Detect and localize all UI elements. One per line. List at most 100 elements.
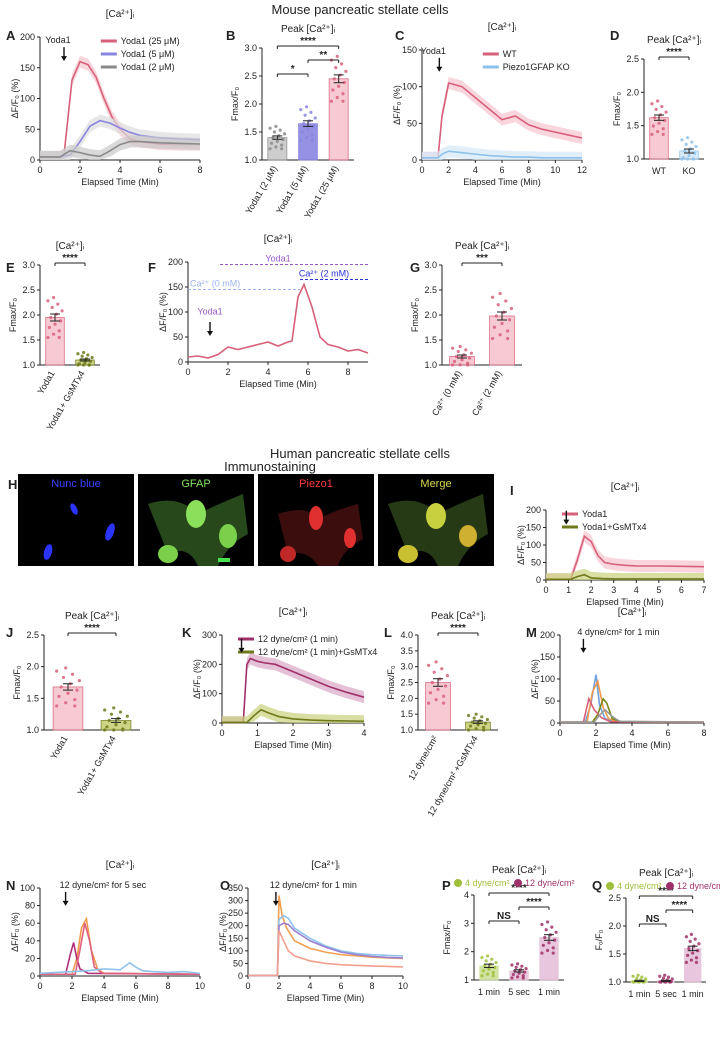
- series-band: [222, 703, 364, 723]
- y-tick-label: 2.5: [400, 678, 413, 688]
- panel-letter-a: A: [6, 28, 16, 43]
- data-point: [664, 110, 668, 114]
- data-point: [493, 965, 497, 970]
- chart-title: [Ca²⁺]ᵢ: [488, 22, 517, 33]
- data-point: [309, 110, 313, 114]
- data-point: [657, 121, 661, 125]
- y-tick-label: 1.0: [400, 725, 413, 735]
- y-tick-label: 0: [212, 718, 217, 728]
- y-tick-label: 150: [540, 652, 555, 662]
- x-tick-label: 2: [276, 981, 281, 991]
- y-tick-label: 2.0: [26, 662, 39, 672]
- data-point: [689, 932, 694, 937]
- y-tick-label: 40: [25, 936, 35, 946]
- chart-title: [Ca²⁺]ᵢ: [618, 607, 647, 618]
- data-point: [112, 706, 116, 710]
- data-point: [59, 685, 63, 689]
- y-axis-label: ΔF/F₀ (%): [516, 525, 526, 565]
- data-point: [440, 667, 444, 671]
- panel-letter-e: E: [6, 260, 15, 275]
- stimulus-arrowhead: [272, 900, 279, 906]
- data-point: [640, 975, 644, 979]
- legend-label: Piezo1GFAP KO: [503, 62, 570, 72]
- data-point: [81, 350, 86, 355]
- x-tick-label: 2: [77, 165, 82, 175]
- data-point: [56, 302, 60, 306]
- data-point: [688, 939, 692, 944]
- data-point: [442, 694, 446, 698]
- panel-letter-n: N: [6, 878, 15, 893]
- stimulus-label: 4 dyne/cm² for 1 min: [577, 627, 659, 637]
- data-point: [480, 715, 484, 719]
- y-tick-label: 150: [20, 63, 35, 73]
- category-label: 1 min: [538, 987, 560, 997]
- y-tick-label: 3.0: [400, 662, 413, 672]
- chart-title: [Ca²⁺]ᵢ: [56, 241, 85, 252]
- data-point: [103, 728, 107, 732]
- data-point: [70, 672, 75, 676]
- data-point: [312, 124, 316, 128]
- data-point: [299, 108, 303, 112]
- series-band: [222, 652, 364, 723]
- panel-letter-k: K: [182, 625, 192, 640]
- y-axis-label: ΔF/F₀ (%): [10, 79, 20, 119]
- micrograph-piezo1: Piezo1: [258, 474, 374, 566]
- y-tick-label: 100: [20, 883, 35, 893]
- category-label: KO: [682, 166, 695, 176]
- y-axis-label: ΔF/F₀ (%): [10, 912, 20, 952]
- data-point: [515, 962, 520, 966]
- category-label: Yoda1 (2 μM): [243, 164, 279, 216]
- data-point: [521, 976, 525, 980]
- stimulus-label: 12 dyne/cm² for 5 sec: [60, 880, 147, 890]
- panel-letter-l: L: [384, 625, 392, 640]
- y-axis-label: Fmax/F₀: [8, 298, 18, 332]
- y-tick-label: 1.5: [626, 121, 639, 131]
- data-point: [482, 725, 486, 729]
- data-point: [691, 157, 695, 161]
- y-tick-label: 3.0: [244, 43, 257, 53]
- data-point: [105, 725, 109, 729]
- chart-title: Peak [Ca²⁺]ᵢ: [455, 241, 510, 252]
- category-label: 1 min: [628, 989, 650, 999]
- legend-label: 12 dyne/cm² (1 min): [258, 634, 338, 644]
- data-point: [445, 674, 450, 678]
- data-point: [686, 953, 690, 958]
- data-point: [694, 144, 698, 149]
- data-point: [300, 130, 304, 134]
- y-axis-label: Fmax/F₀: [612, 92, 622, 126]
- y-tick-label: 20: [25, 953, 35, 963]
- data-point: [506, 329, 510, 333]
- data-point: [510, 976, 514, 980]
- panel-letter-g: G: [410, 260, 420, 275]
- data-point: [341, 92, 345, 96]
- chart-title: Peak [Ca²⁺]ᵢ: [647, 35, 702, 46]
- y-axis-label: Fmax/F₀: [410, 298, 420, 332]
- data-point: [430, 680, 434, 685]
- data-point: [661, 976, 666, 980]
- x-tick-label: 0: [543, 585, 548, 595]
- y-tick-label: 300: [228, 896, 243, 906]
- data-point: [66, 691, 70, 695]
- data-point: [434, 660, 438, 664]
- series-line: [560, 674, 705, 723]
- data-point: [482, 728, 486, 732]
- y-axis-label: Fₒ/F₀: [594, 929, 604, 950]
- y-axis-label: Fmax/F₀: [386, 665, 396, 699]
- y-tick-label: 1.0: [244, 155, 257, 165]
- data-point: [655, 129, 660, 134]
- series-band: [422, 77, 582, 160]
- x-tick-label: 1: [566, 585, 571, 595]
- data-point: [268, 147, 272, 151]
- data-point: [511, 972, 515, 977]
- x-tick-label: 8: [165, 981, 170, 991]
- data-point: [268, 126, 272, 130]
- y-tick-label: 3.0: [22, 260, 35, 270]
- data-point: [481, 969, 485, 973]
- data-point: [521, 974, 525, 978]
- data-point: [329, 99, 334, 103]
- chart-title: Peak [Ca²⁺]ᵢ: [65, 611, 120, 622]
- data-point: [469, 351, 474, 355]
- y-tick-label: 2.5: [626, 54, 639, 64]
- y-tick-label: 2.0: [608, 921, 621, 931]
- data-point: [450, 346, 455, 350]
